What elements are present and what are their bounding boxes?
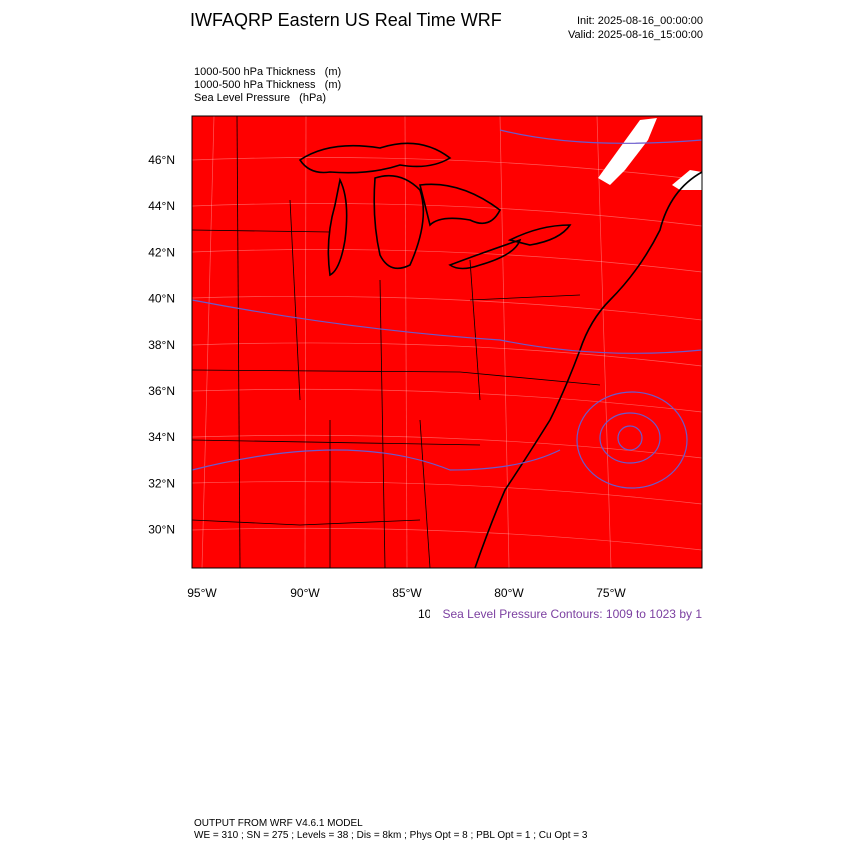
lat-label: 40°N: [148, 292, 175, 306]
lat-labels: 46°N 44°N 42°N 40°N 38°N 36°N 34°N 32°N 30°N: [148, 153, 175, 537]
lon-label: 80°W: [494, 586, 524, 600]
lon-label: 95°W: [187, 586, 217, 600]
field-label: 1000-500 hPa Thickness (m): [194, 66, 341, 78]
land-patch: [672, 170, 702, 190]
lat-label: 34°N: [148, 430, 175, 444]
graticule: [191, 115, 703, 569]
field-label: 1000-500 hPa Thickness (m): [194, 79, 341, 91]
lon-label: 75°W: [596, 586, 626, 600]
land-patch: [598, 118, 657, 185]
lat-label: 42°N: [148, 245, 175, 259]
contour-info-hidden: 10: [418, 607, 432, 621]
title: IWFAQRP Eastern US Real Time WRF: [190, 10, 502, 30]
lat-label: 38°N: [148, 338, 175, 352]
lat-label: 46°N: [148, 153, 175, 167]
lat-label: 32°N: [148, 476, 175, 490]
contour-info: Sea Level Pressure Contours: 1009 to 102…: [443, 607, 703, 621]
lon-label: 85°W: [392, 586, 422, 600]
init-time: Init: 2025-08-16_00:00:00: [577, 15, 703, 27]
footer-line: WE = 310 ; SN = 275 ; Levels = 38 ; Dis …: [194, 830, 588, 841]
label-backdrop: [430, 606, 702, 622]
map-frame: [191, 115, 703, 569]
lon-labels: 95°W 90°W 85°W 80°W 75°W: [187, 586, 626, 600]
lat-label: 36°N: [148, 384, 175, 398]
lat-label: 30°N: [148, 523, 175, 537]
map-fill: [192, 116, 702, 568]
field-label: Sea Level Pressure (hPa): [194, 92, 326, 104]
valid-time: Valid: 2025-08-16_15:00:00: [568, 29, 703, 41]
map: [191, 115, 703, 569]
lon-label: 90°W: [290, 586, 320, 600]
coastline: [298, 142, 703, 569]
footer-line: OUTPUT FROM WRF V4.6.1 MODEL: [194, 818, 363, 829]
lat-label: 44°N: [148, 199, 175, 213]
pressure-contour: [191, 129, 703, 489]
state-borders: [191, 115, 601, 569]
